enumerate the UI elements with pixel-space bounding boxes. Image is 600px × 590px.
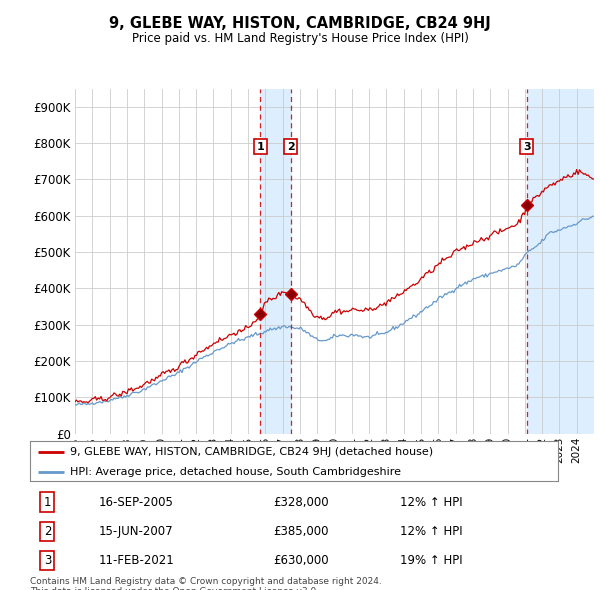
Text: 15-JUN-2007: 15-JUN-2007 (98, 525, 173, 538)
Text: 16-SEP-2005: 16-SEP-2005 (98, 496, 173, 509)
Text: £328,000: £328,000 (273, 496, 329, 509)
Text: 19% ↑ HPI: 19% ↑ HPI (400, 554, 462, 567)
Text: HPI: Average price, detached house, South Cambridgeshire: HPI: Average price, detached house, Sout… (70, 467, 401, 477)
Text: £385,000: £385,000 (273, 525, 328, 538)
Text: 11-FEB-2021: 11-FEB-2021 (98, 554, 175, 567)
Bar (260, 88, 290, 434)
Text: 12% ↑ HPI: 12% ↑ HPI (400, 496, 462, 509)
Text: 2: 2 (287, 142, 295, 152)
Text: Contains HM Land Registry data © Crown copyright and database right 2024.
This d: Contains HM Land Registry data © Crown c… (30, 577, 382, 590)
Text: 2: 2 (44, 525, 51, 538)
Text: Price paid vs. HM Land Registry's House Price Index (HPI): Price paid vs. HM Land Registry's House … (131, 32, 469, 45)
Text: 1: 1 (256, 142, 264, 152)
Text: £630,000: £630,000 (273, 554, 329, 567)
Text: 9, GLEBE WAY, HISTON, CAMBRIDGE, CB24 9HJ: 9, GLEBE WAY, HISTON, CAMBRIDGE, CB24 9H… (109, 16, 491, 31)
Bar (527, 88, 594, 434)
Text: 12% ↑ HPI: 12% ↑ HPI (400, 525, 462, 538)
Text: 3: 3 (523, 142, 530, 152)
Text: 1: 1 (44, 496, 51, 509)
Text: 3: 3 (44, 554, 51, 567)
Text: 9, GLEBE WAY, HISTON, CAMBRIDGE, CB24 9HJ (detached house): 9, GLEBE WAY, HISTON, CAMBRIDGE, CB24 9H… (70, 447, 433, 457)
